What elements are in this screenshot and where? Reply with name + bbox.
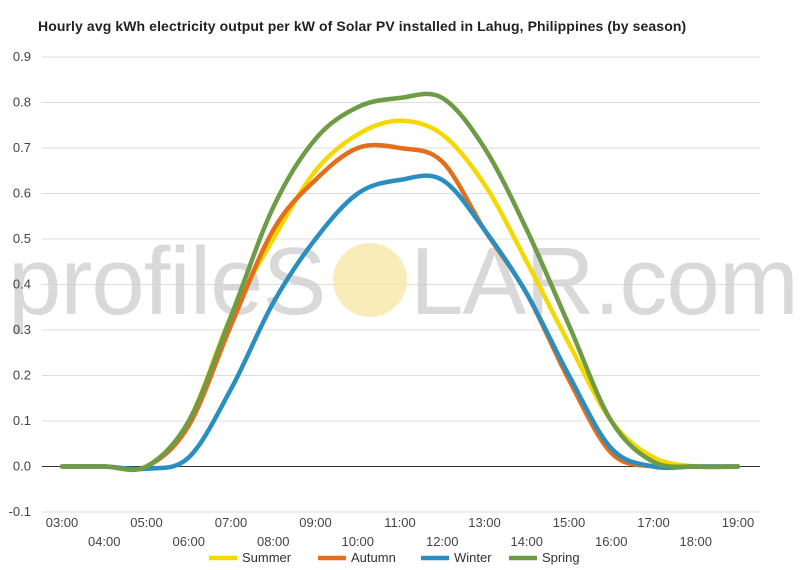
y-axis-ticks: -0.1 0.0 0.1 0.2 0.3 0.4 0.5 0.6 0.7 0.8 0.9 <box>9 49 31 519</box>
y-tick-label: 0.7 <box>13 140 31 155</box>
y-tick-label: 0.0 <box>13 459 31 474</box>
series-line-winter <box>59 173 741 472</box>
legend-item-autumn[interactable]: Autumn <box>318 550 396 565</box>
y-tick-label: 0.4 <box>13 277 31 292</box>
legend-item-summer[interactable]: Summer <box>209 550 292 565</box>
x-tick-label: 19:00 <box>722 515 755 530</box>
x-tick-label: 03:00 <box>46 515 79 530</box>
legend-label: Summer <box>242 550 292 565</box>
y-tick-label: 0.3 <box>13 322 31 337</box>
watermark-text-left: profileS <box>8 228 326 335</box>
series-line-autumn <box>59 142 741 472</box>
series-line-spring <box>59 91 741 473</box>
y-tick-label: 0.2 <box>13 368 31 383</box>
x-tick-label: 18:00 <box>679 534 712 549</box>
legend-item-spring[interactable]: Spring <box>509 550 580 565</box>
x-tick-label: 16:00 <box>595 534 628 549</box>
y-tick-label: 0.6 <box>13 186 31 201</box>
watermark-sun <box>333 243 407 317</box>
legend: Summer Autumn Winter Spring <box>209 550 580 565</box>
x-tick-label: 11:00 <box>384 515 416 530</box>
x-tick-label: 06:00 <box>172 534 205 549</box>
watermark-logo: profileS LAR.com <box>8 228 799 335</box>
watermark-text-right: LAR.com <box>410 228 798 335</box>
legend-label: Spring <box>542 550 580 565</box>
x-tick-label: 05:00 <box>130 515 163 530</box>
x-tick-label: 09:00 <box>299 515 332 530</box>
legend-item-winter[interactable]: Winter <box>421 550 492 565</box>
y-tick-label: 0.1 <box>13 413 31 428</box>
y-tick-label: 0.5 <box>13 231 31 246</box>
chart-title: Hourly avg kWh electricity output per kW… <box>38 18 687 34</box>
x-tick-label: 12:00 <box>426 534 459 549</box>
legend-label: Autumn <box>351 550 396 565</box>
legend-label: Winter <box>454 550 492 565</box>
x-tick-label: 14:00 <box>510 534 543 549</box>
x-tick-label: 17:00 <box>637 515 670 530</box>
x-tick-label: 15:00 <box>553 515 586 530</box>
x-tick-label: 08:00 <box>257 534 290 549</box>
y-tick-label: 0.9 <box>13 49 31 64</box>
x-tick-label: 07:00 <box>215 515 248 530</box>
x-tick-label: 04:00 <box>88 534 121 549</box>
x-tick-label: 13:00 <box>468 515 501 530</box>
x-axis-ticks: 03:00 04:00 05:00 06:00 07:00 08:00 09:00 10:00… <box>46 515 755 549</box>
series-lines <box>59 91 741 473</box>
x-tick-label: 10:00 <box>341 534 374 549</box>
y-tick-label: -0.1 <box>9 504 31 519</box>
y-tick-label: 0.8 <box>13 95 31 110</box>
